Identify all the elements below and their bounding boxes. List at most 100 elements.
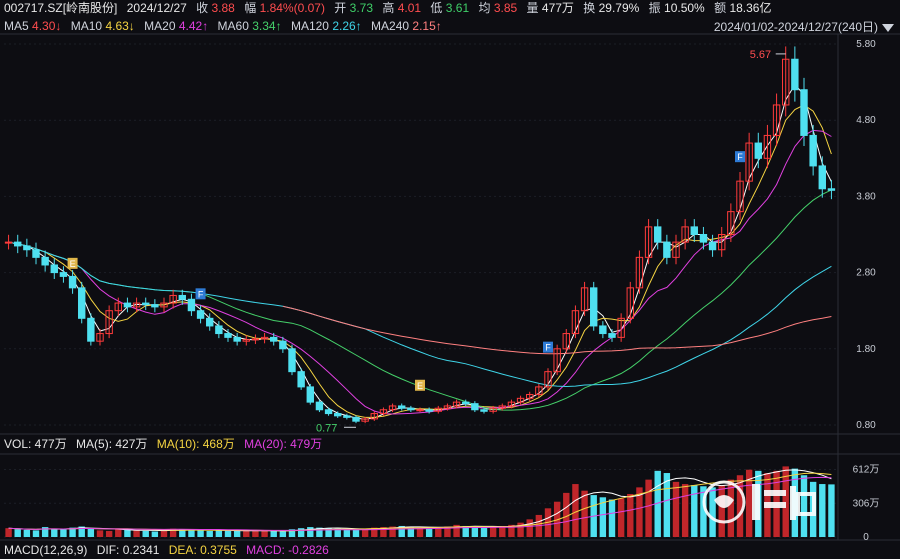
candle-body — [32, 249, 40, 258]
candle-body — [169, 294, 177, 304]
volume-bar — [736, 475, 744, 537]
volume-bar — [727, 479, 735, 537]
candle-body — [462, 401, 470, 405]
event-marker-label: F — [545, 343, 551, 353]
ma20-legend: MA20 4.42↑ — [144, 19, 209, 33]
candle-body — [635, 256, 644, 289]
turnover-field: 换 29.79% — [583, 1, 640, 15]
volume-bar — [334, 528, 341, 537]
macd-value: MACD: -0.2826 — [246, 543, 329, 557]
volume-bar — [316, 527, 323, 537]
volume-bar — [718, 485, 725, 537]
volume-bar — [709, 487, 716, 537]
volume-bar — [526, 519, 533, 537]
volume-bar — [96, 530, 104, 537]
candle-body — [206, 317, 214, 327]
volume-bar — [700, 486, 707, 537]
ma10-legend: MA10 4.63↓ — [70, 19, 135, 33]
candle-body — [388, 405, 397, 411]
candle-body — [489, 407, 497, 412]
ma-line-ma60 — [8, 189, 832, 411]
volume-bar — [169, 528, 177, 537]
volume-bar — [270, 530, 277, 537]
candle-body — [224, 333, 232, 338]
volume-bar — [279, 531, 287, 537]
volume-bar — [151, 531, 159, 537]
volume-bar — [325, 528, 332, 537]
candle-body — [324, 409, 333, 415]
ma60-legend: MA60 3.34↑ — [217, 19, 282, 33]
volume-bar — [87, 528, 95, 537]
candle-body — [398, 405, 406, 409]
volume-tick-label: 306万 — [853, 498, 880, 509]
candle-body — [334, 413, 342, 417]
volume-bar — [361, 529, 369, 537]
ma-line-ma120 — [8, 241, 832, 388]
quote-date: 2024/12/27 — [126, 1, 187, 15]
candle-body — [562, 333, 570, 350]
volume-bar — [617, 498, 625, 537]
volume-ma-line — [8, 476, 832, 531]
vol-value: VOL: 477万 — [4, 437, 67, 451]
candle-body — [791, 58, 799, 91]
stock-code[interactable]: 002717.SZ[岭南股份] — [4, 1, 118, 15]
event-marker-icon: F — [195, 288, 206, 300]
volume-bar — [599, 497, 607, 537]
candle-body — [425, 409, 433, 412]
candle-body — [727, 211, 735, 235]
volume-bar — [252, 531, 259, 537]
price-tick-label: 4.80 — [856, 115, 876, 126]
candle-body — [590, 287, 598, 327]
volume-bar — [307, 527, 314, 537]
volume-bar — [636, 487, 643, 537]
volume-bar — [124, 529, 131, 537]
candle-body — [553, 348, 561, 373]
volume-bar — [453, 524, 460, 537]
candle-body — [580, 287, 589, 312]
volume-bar — [572, 484, 579, 537]
logo-watermark-icon — [702, 480, 816, 524]
volume-bar — [142, 530, 149, 537]
candle-body — [151, 304, 159, 308]
candle-body — [663, 241, 671, 258]
candle-body — [809, 134, 817, 167]
volume-bar — [819, 484, 826, 537]
volume-tick-label: 0 — [863, 532, 869, 543]
candle-body — [644, 226, 653, 258]
volume-bar — [23, 529, 31, 537]
volume-bar — [297, 528, 305, 537]
event-marker-icon: E — [67, 257, 78, 269]
candle-body — [471, 403, 479, 411]
candle-body — [818, 165, 826, 190]
volume-bar — [681, 484, 689, 537]
volume-bar — [179, 529, 186, 537]
event-marker-icon: E — [415, 379, 425, 391]
candle-body — [242, 339, 250, 342]
amount-field: 额 18.36亿 — [714, 1, 772, 15]
amplitude-field: 振 10.50% — [648, 1, 705, 15]
candle-body — [196, 310, 205, 319]
volume-bar — [105, 530, 113, 537]
volume-bar — [563, 492, 570, 537]
candle-body — [480, 409, 488, 412]
volume-bar — [160, 530, 168, 537]
close-field: 收 3.88 — [196, 1, 235, 15]
candle-body — [142, 302, 150, 306]
volume-bar — [435, 527, 442, 537]
volume-bar — [133, 530, 140, 537]
candle-body — [516, 397, 525, 403]
volume-bar — [206, 530, 213, 537]
volume-legend: VOL: 477万 MA(5): 427万 MA(10): 468万 MA(20… — [0, 436, 322, 452]
dropdown-caret-icon[interactable] — [882, 23, 894, 32]
volume-bar — [343, 529, 351, 537]
candle-body — [434, 407, 442, 412]
volume-bar — [407, 527, 415, 537]
volume-bar — [581, 490, 588, 537]
date-range-selector[interactable]: 2024/01/02-2024/12/27(240日) — [714, 18, 894, 35]
candle-body — [736, 180, 744, 213]
event-marker-label: E — [70, 259, 76, 269]
volume-bar — [78, 526, 85, 537]
volume-bar — [663, 473, 671, 537]
volume-bar — [69, 527, 76, 537]
volume-bar — [261, 530, 268, 537]
